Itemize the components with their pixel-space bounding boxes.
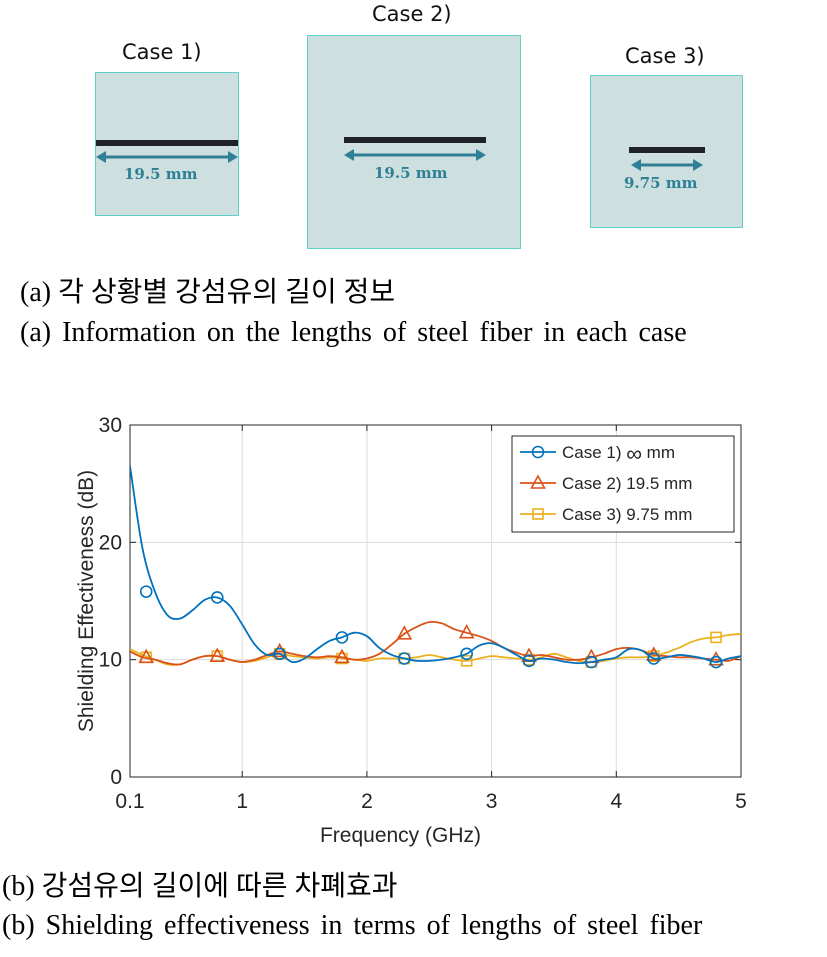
caption-a-english: (a) Information on the lengths of steel … xyxy=(20,317,687,348)
case2-length-arrow xyxy=(344,149,486,161)
case3-length-label: 9.75 mm xyxy=(624,174,698,192)
series-2-marker xyxy=(334,648,350,664)
case2-box: 19.5 mm xyxy=(307,35,521,249)
legend-marker-1 xyxy=(531,445,545,459)
series-3-marker xyxy=(460,655,473,667)
series-1-marker xyxy=(647,652,661,665)
case3-label: Case 3) xyxy=(625,44,705,68)
series-2-marker xyxy=(396,625,413,640)
legend-entry-2: Case 2) 19.5 mm xyxy=(562,474,692,493)
series-2-marker xyxy=(209,647,226,662)
y-tick-label: 30 xyxy=(99,414,122,437)
series-1-marker xyxy=(398,652,411,665)
case1-length-label: 19.5 mm xyxy=(124,165,198,183)
case3-fiber xyxy=(629,147,705,153)
case1-length-arrow xyxy=(96,151,238,163)
series-1-marker xyxy=(335,631,349,644)
legend-entry-1: Case 1) ∞ mm xyxy=(562,441,675,466)
y-tick-label: 10 xyxy=(99,649,122,672)
y-axis-label: Shielding Effectiveness (dB) xyxy=(75,470,98,732)
series-1-marker xyxy=(522,654,536,668)
series-line-1 xyxy=(130,465,741,665)
caption-b-english: (b) Shielding effectiveness in terms of … xyxy=(2,910,703,941)
case2-length-label: 19.5 mm xyxy=(374,164,448,182)
case2-label: Case 2) xyxy=(372,2,452,26)
x-tick-label: 1 xyxy=(236,790,248,813)
series-1-marker xyxy=(460,647,473,661)
series-1-marker xyxy=(709,655,723,669)
series-2-marker xyxy=(271,642,288,658)
legend-marker-3 xyxy=(532,508,544,520)
x-tick-label: 0.1 xyxy=(115,790,144,813)
legend-entry-3: Case 3) 9.75 mm xyxy=(562,505,692,524)
series-2-marker xyxy=(458,624,475,639)
caption-a-korean: (a) 각 상황별 강섬유의 길이 정보 xyxy=(20,277,396,308)
case2-fiber xyxy=(344,137,486,143)
series-2-marker xyxy=(138,648,155,664)
caption-b-korean: (b) 강섬유의 길이에 따른 차폐효과 xyxy=(2,871,398,902)
shielding-chart: 0.1 1 2 3 4 5 0 10 20 30 Frequency (GHz) Shielding … xyxy=(75,414,747,847)
series-1-marker xyxy=(273,647,286,661)
case1-label: Case 1) xyxy=(122,40,202,64)
case3-box: 9.75 mm xyxy=(590,75,743,228)
x-tick-label: 3 xyxy=(486,790,498,813)
x-axis-label: Frequency (GHz) xyxy=(320,824,481,847)
series-1-marker xyxy=(585,655,598,669)
case3-length-arrow xyxy=(631,159,703,171)
case1-fiber xyxy=(96,140,238,146)
series-3-marker xyxy=(710,631,722,644)
series-1-marker xyxy=(210,591,224,604)
y-tick-label: 20 xyxy=(99,531,122,554)
series-2-marker xyxy=(708,650,724,666)
legend-marker-2 xyxy=(530,474,546,489)
x-tick-label: 2 xyxy=(361,790,373,813)
case1-box: 19.5 mm xyxy=(95,72,239,216)
y-tick-label: 0 xyxy=(110,766,122,789)
x-tick-label: 5 xyxy=(735,790,747,813)
series-1-marker xyxy=(139,585,153,598)
x-tick-label: 4 xyxy=(610,790,622,813)
plot-frame xyxy=(129,424,742,778)
